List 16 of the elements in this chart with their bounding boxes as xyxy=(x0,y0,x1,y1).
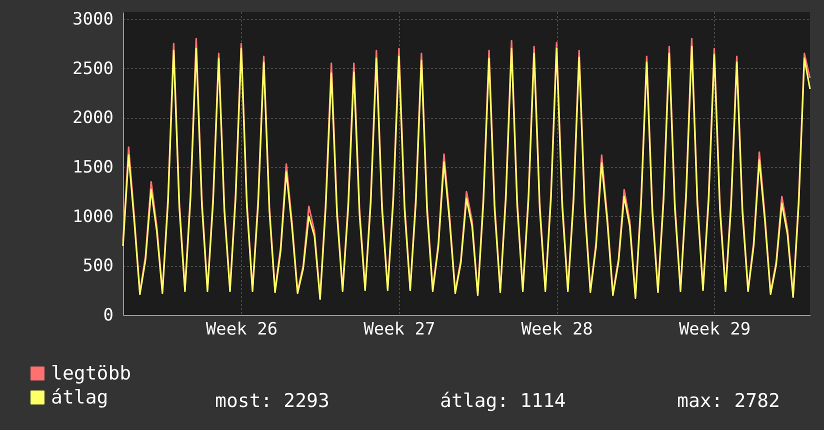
y-tick-label: 1000 xyxy=(72,206,114,227)
y-tick-label: 1500 xyxy=(72,157,114,178)
legend-label: átlag xyxy=(51,386,108,408)
legend-label: legtöbb xyxy=(51,362,132,384)
x-tick-label: Week 28 xyxy=(521,320,593,340)
y-tick-label: 500 xyxy=(82,256,114,276)
text: max: 2782 xyxy=(677,390,780,412)
y-tick-label: 0 xyxy=(103,306,114,326)
y-tick-label: 3000 xyxy=(72,9,114,30)
x-tick-label: Week 26 xyxy=(206,320,278,340)
y-tick-label: 2500 xyxy=(72,58,114,79)
x-tick-label: Week 29 xyxy=(678,320,751,340)
x-tick-label: Week 27 xyxy=(364,320,436,340)
text: átlag: 1114 xyxy=(440,390,566,412)
text: most: 2293 xyxy=(215,390,330,412)
y-tick-label: 2000 xyxy=(72,108,114,128)
